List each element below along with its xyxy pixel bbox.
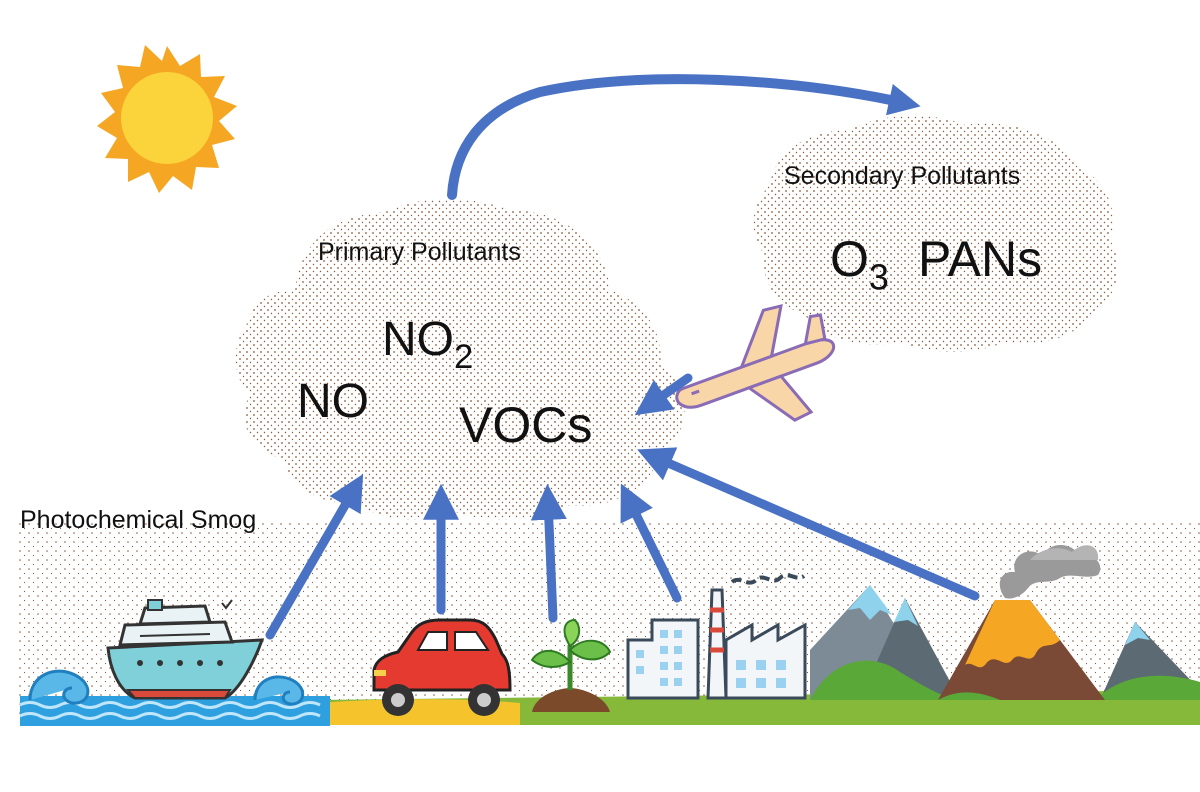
- arrow-volcano-to-primary: [637, 447, 980, 601]
- arrow-factory-to-primary: [620, 483, 682, 603]
- secondary-pollutants-cloud: [753, 115, 1118, 352]
- car-icon: [372, 618, 512, 716]
- arrow-primary-to-secondary: [447, 74, 921, 200]
- no2-base: NO: [382, 313, 454, 366]
- water: [19, 669, 330, 726]
- photochemical-smog-label: Photochemical Smog: [20, 506, 257, 534]
- plant-icon: [530, 618, 612, 712]
- pans-label: PANs: [918, 231, 1043, 287]
- o3-label: O3: [830, 230, 889, 295]
- mountain-icon: [810, 585, 1200, 700]
- arrow-plant-to-primary: [530, 483, 567, 623]
- arrow-ship-to-primary: [265, 473, 364, 640]
- factory-icon: [626, 573, 807, 700]
- primary-pollutants-label: Primary Pollutants: [318, 238, 521, 266]
- ship-icon: [106, 599, 265, 700]
- no-label: NO: [297, 375, 369, 428]
- sun-icon: [97, 45, 237, 193]
- arrow-airplane-to-primary: [634, 373, 693, 416]
- airplane-icon: [675, 303, 836, 422]
- no2-label: NO2: [382, 312, 473, 374]
- o3-base: O: [830, 231, 869, 287]
- secondary-pollutants-label: Secondary Pollutants: [784, 162, 1021, 190]
- no2-subscript: 2: [454, 338, 474, 377]
- primary-pollutants-cloud: [235, 198, 685, 520]
- volcano-icon: [938, 544, 1105, 700]
- vocs-label: VOCs: [459, 397, 593, 453]
- o3-subscript: 3: [868, 256, 889, 298]
